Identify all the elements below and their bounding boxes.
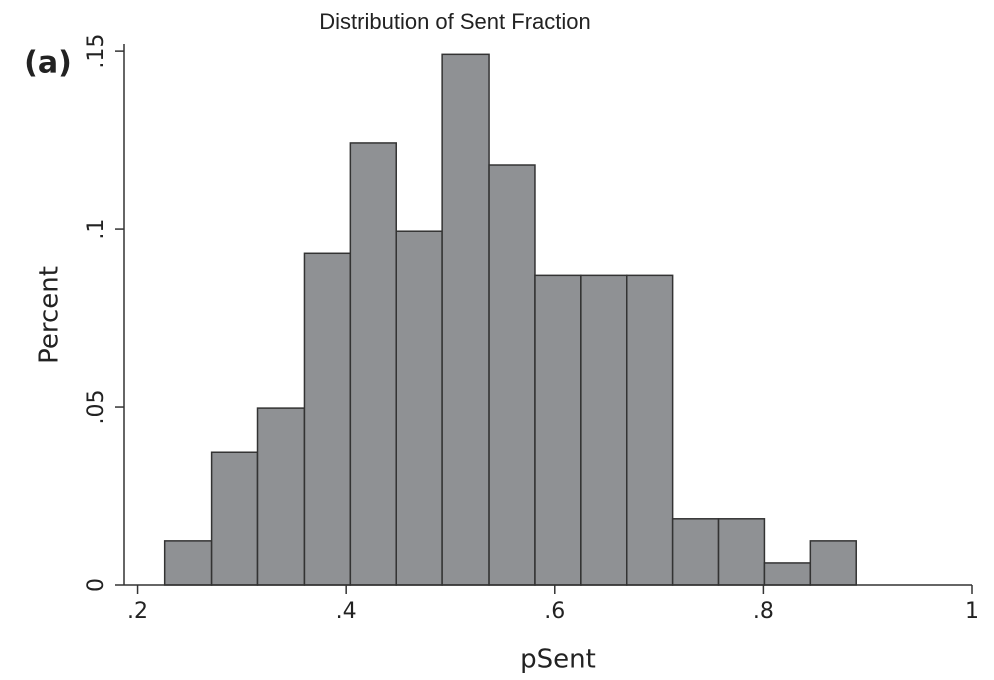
bar: [534, 274, 582, 586]
y-tick-label: .15: [84, 34, 109, 69]
bar: [349, 142, 397, 586]
y-axis-label: Percent: [35, 266, 65, 364]
x-tick-label: .2: [127, 599, 148, 624]
bar: [303, 252, 352, 586]
y-tick-label: 0: [84, 578, 109, 592]
bar: [809, 540, 857, 586]
bar: [580, 274, 628, 586]
bar: [671, 518, 720, 586]
bar: [717, 518, 766, 586]
chart-title: Distribution of Sent Fraction: [319, 9, 590, 34]
x-tick-label: .8: [753, 599, 774, 624]
bar: [488, 164, 536, 586]
y-tick-label: .05: [84, 390, 109, 425]
bar: [763, 562, 812, 586]
bar: [626, 274, 674, 586]
bar: [395, 230, 443, 586]
x-tick-label: .6: [544, 599, 565, 624]
y-tick-label: .1: [84, 219, 109, 240]
bar: [210, 451, 259, 586]
bar: [256, 407, 306, 586]
x-axis-label: pSent: [520, 645, 596, 675]
x-tick-label: 1: [965, 599, 979, 624]
bar: [441, 53, 490, 586]
bar: [163, 540, 213, 586]
panel-label: (a): [24, 46, 72, 81]
x-tick-label: .4: [336, 599, 357, 624]
